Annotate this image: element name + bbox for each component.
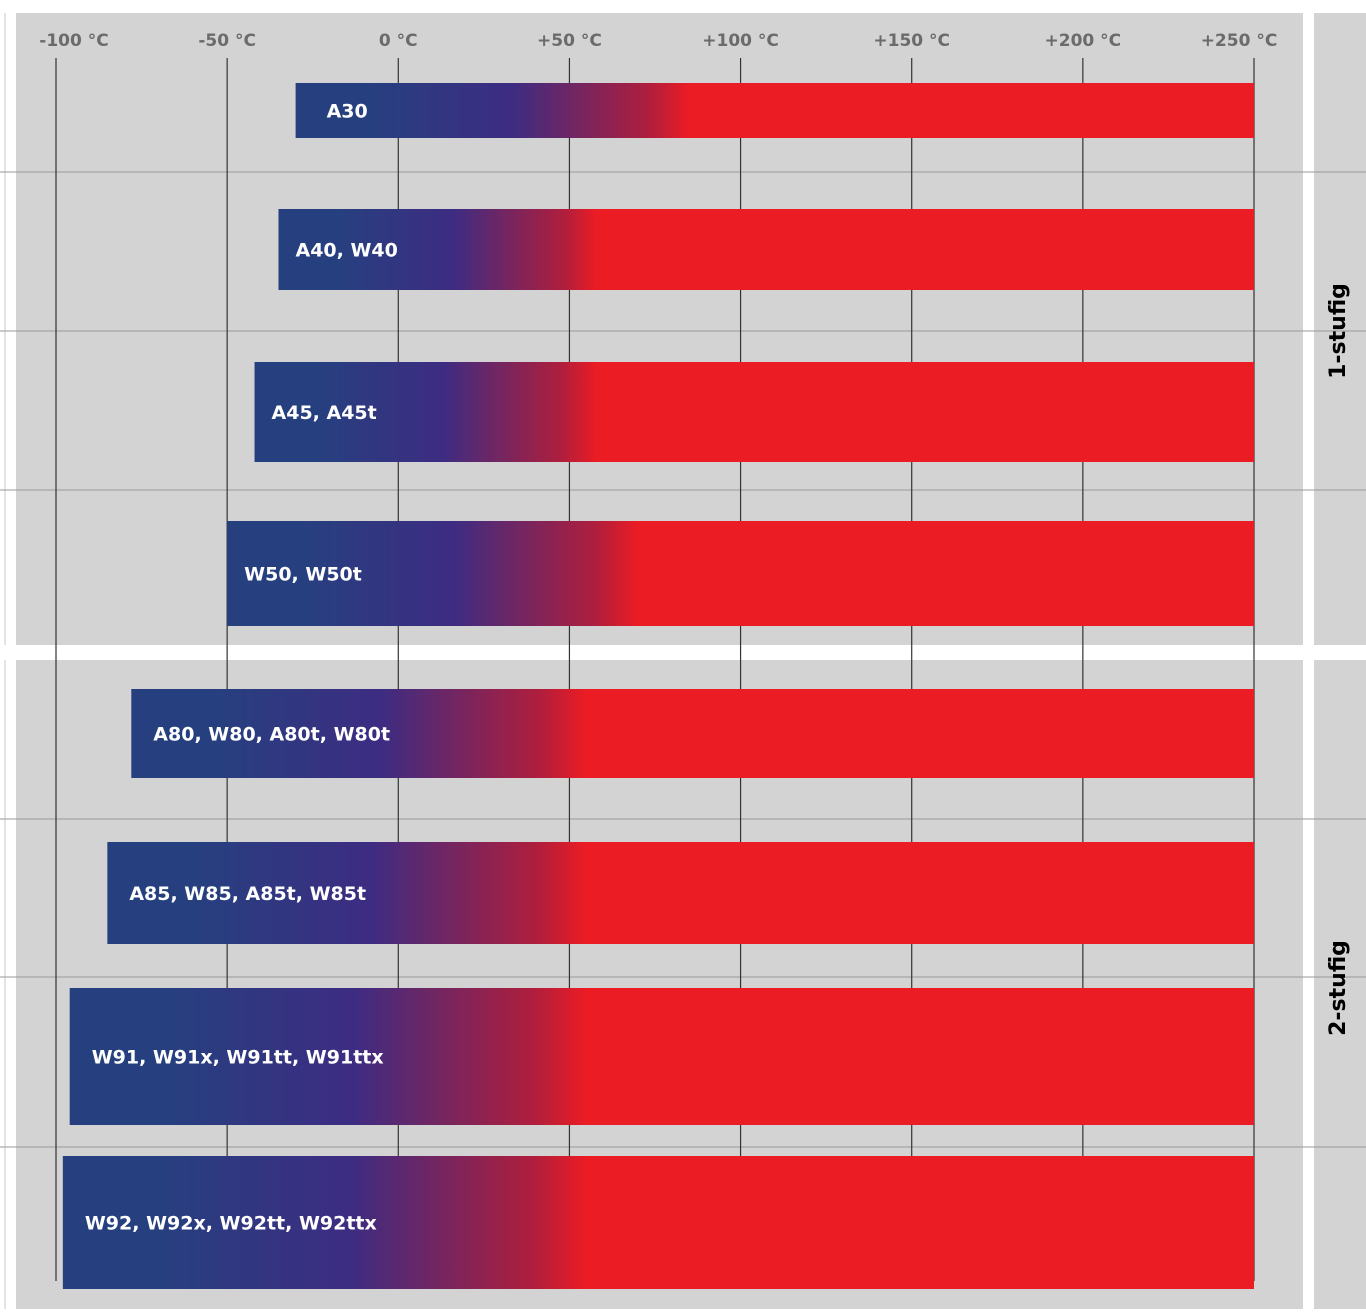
bar-label: A40, W40 xyxy=(295,240,397,262)
x-tick-label: -100 °C xyxy=(39,31,108,51)
x-tick-label: -50 °C xyxy=(198,31,256,51)
bar xyxy=(62,1156,1255,1289)
group-label-panel xyxy=(1314,660,1366,1309)
bar-label: W91, W91x, W91tt, W91ttx xyxy=(92,1047,384,1069)
group-label-panel xyxy=(1314,13,1366,645)
x-tick-label: +250 °C xyxy=(1201,31,1278,51)
group-label: 1-stufig xyxy=(1326,283,1351,379)
bar xyxy=(107,842,1254,944)
bar xyxy=(254,362,1255,462)
x-tick-label: +50 °C xyxy=(537,31,602,51)
bar-label: A80, W80, A80t, W80t xyxy=(153,724,390,746)
bar xyxy=(295,83,1255,138)
bar xyxy=(278,209,1254,290)
bar-label: A30 xyxy=(327,101,368,123)
bar xyxy=(69,988,1255,1125)
bar xyxy=(131,689,1254,778)
bar-label: A45, A45t xyxy=(272,402,377,424)
group-label: 2-stufig xyxy=(1326,940,1351,1036)
bar-label: W50, W50t xyxy=(244,564,362,586)
x-tick-label: 0 °C xyxy=(379,31,418,51)
bar xyxy=(227,521,1255,626)
x-tick-label: +150 °C xyxy=(873,31,950,51)
x-tick-label: +100 °C xyxy=(702,31,779,51)
x-tick-label: +200 °C xyxy=(1045,31,1122,51)
bar-label: A85, W85, A85t, W85t xyxy=(129,883,366,905)
group-divider xyxy=(0,645,1366,660)
bar-label: W92, W92x, W92tt, W92ttx xyxy=(85,1213,377,1235)
